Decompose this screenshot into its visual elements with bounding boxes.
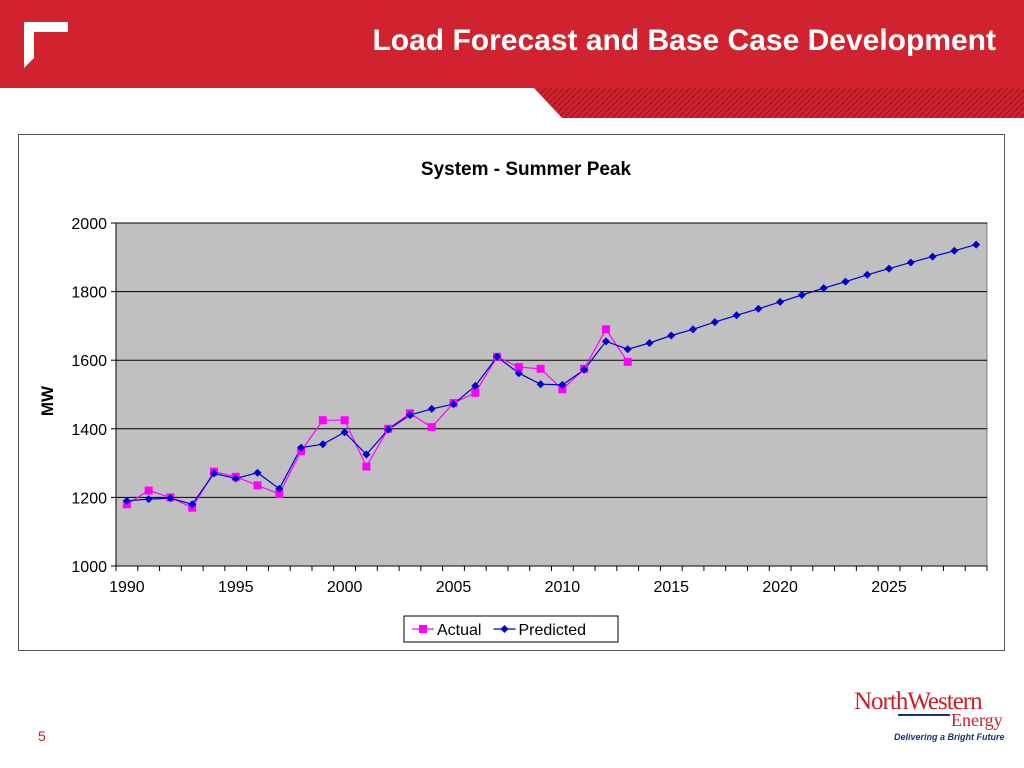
- data-point-predicted: [427, 404, 436, 413]
- data-point-predicted: [689, 325, 698, 334]
- data-point-actual: [601, 325, 610, 334]
- y-axis-label: MW: [38, 385, 57, 416]
- data-point-actual: [514, 363, 523, 372]
- page-number: 5: [38, 728, 46, 744]
- data-point-predicted: [645, 339, 654, 348]
- y-tick-label: 1600: [71, 353, 107, 370]
- data-point-actual: [536, 364, 545, 373]
- legend-label-actual: Actual: [437, 622, 481, 639]
- chart-frame: System - Summer Peak MW 1000 1200 1400 1600…: [18, 134, 1005, 651]
- brand-sub: Energy: [951, 710, 1003, 730]
- data-point-actual: [362, 462, 371, 471]
- y-tick-label: 1200: [71, 490, 107, 507]
- data-point-predicted: [188, 500, 197, 509]
- data-point-predicted: [885, 264, 894, 273]
- data-point-predicted: [122, 496, 131, 505]
- plot-area: [115, 222, 988, 567]
- data-point-predicted: [405, 411, 414, 420]
- data-point-actual: [623, 357, 632, 366]
- data-point-predicted: [623, 345, 632, 354]
- data-point-predicted: [536, 380, 545, 389]
- data-point-predicted: [906, 258, 915, 267]
- legend-label-predicted: Predicted: [518, 622, 586, 639]
- x-tick-label: 2000: [327, 579, 363, 596]
- data-point-predicted: [144, 495, 153, 504]
- x-tick-label: 2005: [436, 579, 472, 596]
- data-point-predicted: [580, 365, 589, 374]
- data-point-actual: [558, 385, 567, 394]
- data-point-actual: [275, 489, 284, 498]
- y-tick-label: 1000: [71, 559, 107, 576]
- data-point-predicted: [231, 474, 240, 483]
- legend-marker-actual: [419, 625, 427, 633]
- slide-title: Load Forecast and Base Case Development: [372, 24, 996, 57]
- header-stripe: [0, 88, 1024, 118]
- corner-bracket-icon: [24, 22, 68, 68]
- brand-tagline: Delivering a Bright Future: [894, 732, 1005, 742]
- data-point-predicted: [558, 380, 567, 389]
- data-point-actual: [144, 486, 153, 495]
- data-point-predicted: [318, 440, 327, 449]
- x-tick-label: 1995: [218, 579, 254, 596]
- data-point-predicted: [754, 304, 763, 313]
- x-tick-label: 1990: [109, 579, 145, 596]
- data-point-predicted: [209, 469, 218, 478]
- y-tick-label: 1800: [71, 285, 107, 302]
- data-point-predicted: [972, 240, 981, 249]
- data-point-predicted: [275, 484, 284, 493]
- x-tick-label: 2015: [653, 579, 689, 596]
- data-point-predicted: [667, 331, 676, 340]
- data-point-predicted: [449, 400, 458, 409]
- brand-underline: [898, 714, 950, 716]
- data-point-predicted: [776, 297, 785, 306]
- data-point-predicted: [710, 318, 719, 327]
- legend-marker-predicted: [500, 625, 509, 633]
- data-point-actual: [253, 481, 262, 490]
- brand-logo: NorthWestern Energy Delivering a Bright …: [848, 688, 1008, 748]
- data-point-predicted: [797, 291, 806, 300]
- data-point-predicted: [928, 252, 937, 261]
- data-point-predicted: [362, 450, 371, 459]
- data-point-predicted: [340, 428, 349, 437]
- data-point-predicted: [863, 270, 872, 279]
- data-point-predicted: [471, 381, 480, 390]
- data-point-predicted: [166, 494, 175, 503]
- chart-title: System - Summer Peak: [421, 159, 632, 180]
- x-tick-label: 2010: [545, 579, 581, 596]
- y-tick-label: 1400: [71, 422, 107, 439]
- x-tick-label: 2020: [762, 579, 798, 596]
- data-point-actual: [427, 423, 436, 432]
- data-point-predicted: [819, 284, 828, 293]
- data-point-predicted: [841, 277, 850, 286]
- data-point-actual: [471, 388, 480, 397]
- data-point-predicted: [493, 352, 502, 361]
- data-point-predicted: [253, 468, 262, 477]
- x-tick-label: 2025: [871, 579, 907, 596]
- data-point-predicted: [732, 311, 741, 320]
- data-point-predicted: [514, 369, 523, 378]
- series-line-predicted: [126, 244, 977, 505]
- data-point-predicted: [297, 443, 306, 452]
- brand-name: NorthWestern: [854, 688, 983, 715]
- data-point-predicted: [384, 425, 393, 434]
- slide-header: Load Forecast and Base Case Development: [0, 0, 1024, 88]
- data-point-predicted: [601, 337, 610, 346]
- hatched-band: [534, 88, 1024, 118]
- data-point-actual: [340, 416, 349, 425]
- data-point-actual: [318, 416, 327, 425]
- y-tick-label: 2000: [71, 216, 107, 233]
- chart: System - Summer Peak MW 1000 1200 1400 1600…: [38, 159, 988, 643]
- data-point-predicted: [950, 246, 959, 255]
